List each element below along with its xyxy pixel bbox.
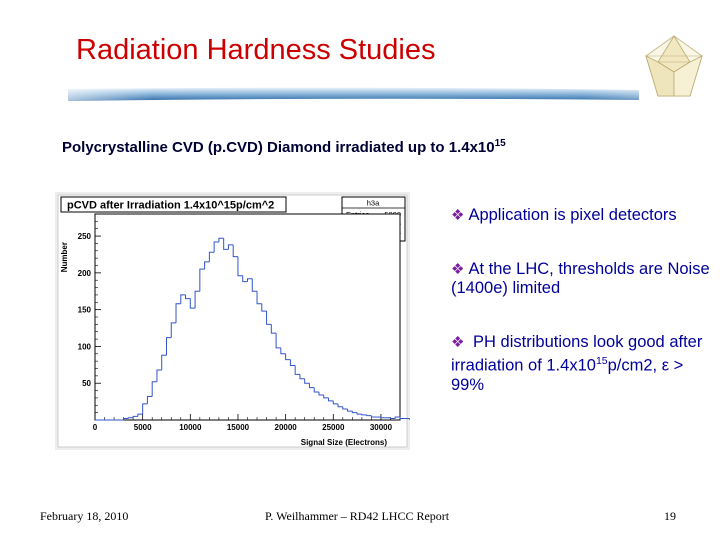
histogram-name: h3a [367,199,380,208]
histogram-bin [366,414,372,417]
y-axis-label: Number [60,242,69,272]
footer-date: February 18, 2010 [40,509,129,523]
histogram-bin [194,290,200,309]
slide-title: Radiation Hardness Studies [76,34,436,66]
histogram-bin [347,408,353,412]
histogram-chart: pCVD after Irradiation 1.4x10^15p/cm^2 h… [55,192,410,450]
histogram-bin [389,417,396,420]
histogram-bin [165,337,172,356]
y-tick-label: 150 [78,306,92,315]
histogram-bin [213,241,219,253]
diamond-bullet-icon: ❖ [451,207,465,224]
bullet-list: ❖ Application is pixel detectors ❖ At the … [451,206,711,430]
histogram-bin [294,365,300,375]
slide-subtitle: Polycrystalline CVD (p.CVD) Diamond irra… [62,138,506,156]
histogram-bin [328,397,334,402]
x-tick-label: 25000 [322,423,345,432]
histogram-bin [137,413,143,417]
histogram-bin [361,414,367,416]
histogram-bin [266,311,272,325]
histogram-bin [289,359,296,367]
histogram-bin [275,333,281,349]
histogram-bin [151,381,157,397]
histogram-bin [189,298,196,309]
histogram-bin [270,324,277,334]
histogram-bin [308,383,315,389]
histogram-bin [342,406,348,410]
histogram-bin [304,378,310,384]
x-tick-label: 10000 [179,423,202,432]
histogram-bin [318,392,324,396]
y-tick-label: 100 [78,342,92,351]
x-tick-label: 20000 [275,423,298,432]
histogram-bin [204,261,210,270]
footer-page-number: 19 [664,509,676,523]
histogram-bin [337,403,343,408]
x-axis-label: Signal Size (Electrons) [301,438,388,447]
title-underline-bar [68,87,639,101]
histogram-title: pCVD after Irradiation 1.4x10^15p/cm^2 [67,200,274,212]
histogram-title-box [60,196,287,213]
bullet-item: ❖ Application is pixel detectors [451,206,677,224]
histogram-bin [175,303,181,323]
histogram-bin [180,294,186,304]
diamond-crystal-logo-icon [645,35,703,97]
histogram-bin [285,353,291,361]
histogram-bin [227,244,234,250]
histogram-bin [242,275,248,283]
histogram-bin [261,303,267,312]
histogram-bin [313,387,319,393]
bullet-item: ❖ PH distributions look good after irrad… [451,333,703,394]
histogram-bin [232,244,238,258]
histogram-plot-area: 50 100 150 200 250 0 5000 10000 15000 20000 25000 3… [78,213,410,432]
diamond-bullet-icon: ❖ [451,261,465,278]
histogram-bin [380,417,386,419]
y-tick-label: 200 [78,269,92,278]
diamond-bullet-icon: ❖ [451,334,465,351]
plot-frame [94,213,401,421]
histogram-bin [256,291,262,305]
bullet-item: ❖ At the LHC, thresholds are Noise (1400e… [451,260,710,297]
histogram-bin [356,412,362,415]
histogram-bin [351,411,358,414]
x-tick-label: 15000 [227,423,250,432]
histogram-bin [208,251,215,262]
histogram-bin [185,294,191,300]
histogram-bin [247,278,253,282]
x-tick-label: 30000 [370,423,393,432]
histogram-bin [156,369,162,382]
histogram-bin [399,417,405,420]
y-tick-label: 250 [78,232,92,241]
x-tick-label: 0 [93,423,98,432]
histogram-bin [280,347,286,355]
histogram-bin [323,394,329,399]
histogram-bin [370,415,377,418]
histogram-bin [394,416,400,419]
histogram-bin [218,237,224,242]
histogram-bin [127,417,134,419]
histogram-bin [251,278,258,292]
histogram-bin [142,403,148,415]
histogram-bin [132,415,138,418]
histogram-bin [123,418,129,420]
histogram-bin [237,256,243,277]
histogram-bin [170,322,177,338]
histogram-bin [223,238,229,250]
footer-presenter: P. Weilhammer – RD42 LHCC Report [265,509,450,523]
histogram-bin [199,268,205,292]
histogram-bin [332,400,339,405]
y-tick-label: 50 [82,379,91,388]
histogram-bin [161,354,167,370]
histogram-bin [299,374,305,380]
x-tick-label: 5000 [134,423,152,432]
histogram-bin [146,395,153,404]
